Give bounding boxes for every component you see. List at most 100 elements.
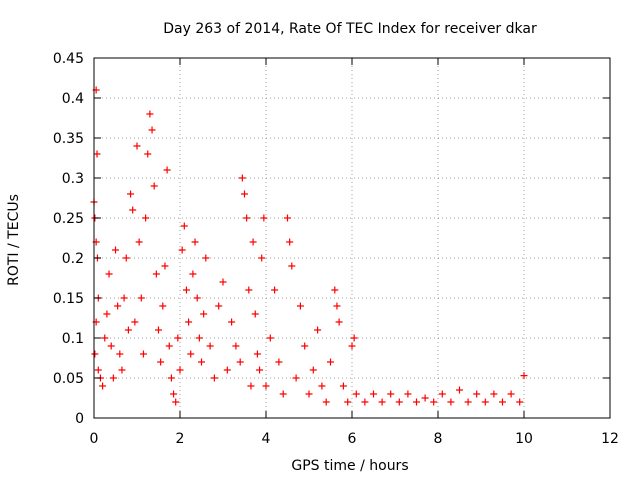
data-point [202, 254, 210, 262]
data-point [331, 286, 339, 294]
data-point [109, 374, 117, 382]
x-tick-label: 8 [434, 431, 443, 447]
data-point [93, 150, 101, 158]
data-point [159, 302, 167, 310]
data-point [370, 390, 377, 398]
data-point [421, 394, 429, 402]
data-point [333, 302, 341, 310]
data-point [182, 286, 190, 294]
data-point [118, 366, 126, 374]
x-tick-label: 4 [262, 431, 271, 447]
y-tick-label: 0.1 [62, 331, 84, 347]
data-point [152, 270, 160, 278]
data-point [195, 334, 203, 342]
data-point [490, 390, 498, 398]
data-point [378, 398, 386, 406]
data-point [135, 238, 143, 246]
data-point [318, 382, 326, 390]
data-point [206, 342, 214, 350]
data-point [314, 326, 322, 334]
data-point [146, 110, 154, 118]
data-point [174, 334, 182, 342]
data-point [99, 382, 107, 390]
data-point [129, 206, 137, 214]
data-point [187, 350, 195, 358]
y-tick-label: 0.2 [62, 251, 84, 267]
data-point [161, 262, 169, 270]
data-point [200, 310, 208, 318]
data-point [288, 262, 296, 270]
data-point [413, 398, 420, 406]
data-point [185, 318, 193, 326]
x-tick-label: 10 [515, 431, 533, 447]
data-point [395, 398, 403, 406]
data-point [296, 302, 304, 310]
data-point [260, 214, 268, 222]
data-point [167, 374, 175, 382]
data-point [114, 302, 122, 310]
data-point [176, 366, 184, 374]
data-point [198, 358, 205, 366]
axis-ticks [93, 57, 611, 419]
data-point [361, 398, 369, 406]
data-point [127, 190, 135, 198]
data-point [103, 310, 111, 318]
y-tick-label: 0.05 [53, 371, 84, 387]
data-point [447, 398, 455, 406]
data-point [148, 126, 156, 134]
data-point [520, 372, 528, 380]
data-point [116, 350, 124, 358]
data-point [189, 270, 197, 278]
y-tick-label: 0.35 [53, 131, 84, 147]
data-point [516, 398, 524, 406]
data-point [236, 358, 244, 366]
data-point [112, 246, 119, 254]
data-point [350, 334, 358, 342]
data-point [322, 398, 330, 406]
data-point [142, 214, 150, 222]
data-point [305, 390, 313, 398]
data-point [339, 382, 347, 390]
data-point [456, 386, 463, 394]
data-point [91, 350, 99, 358]
chart-title: Day 263 of 2014, Rate Of TEC Index for r… [163, 21, 537, 37]
data-point [286, 238, 294, 246]
data-point [157, 358, 165, 366]
data-point [292, 374, 300, 382]
data-point [253, 350, 261, 358]
data-point [499, 398, 506, 406]
data-point [352, 390, 360, 398]
data-point [170, 390, 178, 398]
data-point [309, 366, 317, 374]
data-point [258, 254, 266, 262]
y-tick-label: 0.4 [62, 91, 84, 107]
data-point [122, 254, 130, 262]
data-point [219, 278, 227, 286]
data-point [262, 382, 270, 390]
data-point [430, 398, 438, 406]
data-point [243, 214, 251, 222]
grid-lines [94, 58, 610, 418]
data-point [131, 318, 139, 326]
data-point [251, 310, 259, 318]
data-point [327, 358, 334, 366]
data-point [215, 302, 223, 310]
data-point [133, 142, 141, 150]
data-point [387, 390, 395, 398]
y-tick-label: 0.15 [53, 291, 84, 307]
data-point [507, 390, 515, 398]
data-point [275, 358, 283, 366]
data-point [247, 382, 255, 390]
data-point [249, 238, 257, 246]
y-tick-labels: 0 0.05 0.1 0.15 0.2 0.25 0.3 0.35 0.4 0.45 [53, 51, 84, 427]
data-point [241, 190, 248, 198]
data-point [348, 342, 356, 350]
data-point [191, 238, 199, 246]
data-point [232, 342, 240, 350]
data-point [210, 374, 218, 382]
y-axis-label: ROTI / TECUs [6, 194, 22, 286]
data-point [180, 222, 188, 230]
data-point [107, 342, 115, 350]
